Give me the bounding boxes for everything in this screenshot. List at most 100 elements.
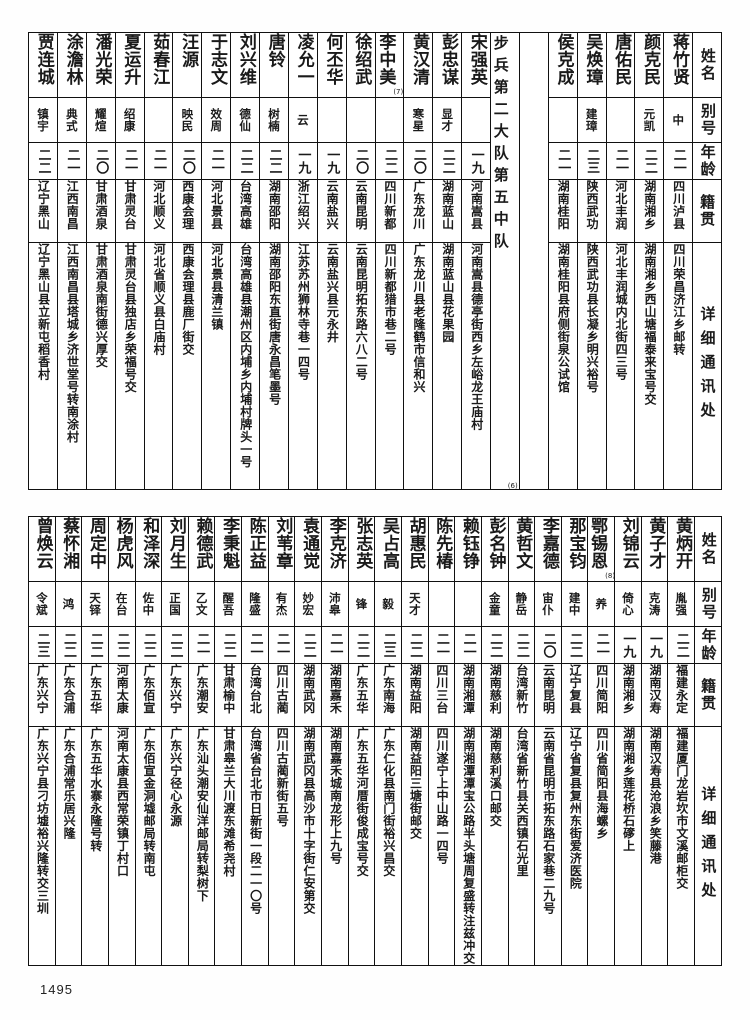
name-text: 吴焕璋 [582, 33, 603, 86]
cell-age: 二〇 [172, 142, 203, 180]
cell-native: 广东五华 [347, 663, 376, 727]
cell-address: 甘肃灵台县独店乡荣福号交 [114, 242, 145, 490]
name-text: 潘光荣 [91, 33, 112, 86]
cell-name: 吴焕璋 [576, 32, 607, 98]
unit-label: 步兵第二大队第五中队 [491, 35, 510, 255]
age-text: 一九 [468, 148, 484, 174]
cell-native: 广东佰宣 [134, 663, 163, 727]
native-text: 河北丰润 [613, 180, 628, 230]
address-text: 四川古蔺新街五号 [275, 727, 290, 827]
age-text: 二〇 [410, 148, 426, 174]
age-text: 二三 [584, 148, 600, 174]
address-text: 辽宁省复县复州东街爱济医院 [568, 727, 583, 890]
name-text: 刘兴维 [235, 33, 256, 86]
cell-name: 于志文 [201, 32, 232, 98]
name-text: 鄂锡恩 [588, 517, 608, 570]
cell-native: 四川泸县 [663, 179, 694, 243]
cell-alias: 妙宏 [294, 581, 323, 627]
cell-age: 二二 [634, 142, 665, 180]
row-header-alias: 别号 [692, 97, 722, 143]
cell-age: 二二 [54, 626, 83, 664]
native-text: 云南昆明 [541, 664, 556, 714]
row-header-age: 年龄 [692, 142, 722, 180]
age-text: 二二 [487, 632, 503, 658]
address-text: 四川省简阳县海螺乡 [594, 727, 609, 840]
native-text: 辽宁复县 [568, 664, 583, 714]
cell-name: 黄炳开 [667, 516, 696, 582]
age-text: 二二 [300, 632, 316, 658]
alias-text: 中 [671, 114, 686, 126]
cell-name: 蔡怀湘 [54, 516, 83, 582]
cell-name: 黄子才 [640, 516, 669, 582]
cell-address: 广东兴宁县刁坊墟裕兴隆转交三圳 [28, 726, 56, 966]
native-text: 河北顺义 [151, 180, 166, 230]
row-header-label: 详细通讯处 [698, 306, 717, 426]
cell-address: 四川荣昌济江乡邮转 [663, 242, 694, 490]
cell-age: 二一 [587, 626, 616, 664]
name-text: 李克济 [325, 517, 346, 570]
cell-name: 张志英 [347, 516, 376, 582]
cell-age: 二二 [81, 626, 109, 664]
row-header-name: 姓名 [694, 516, 722, 582]
roster-table: 曾焕云 蔡怀湘 周定中 杨虎风 和泽深 刘月生 赖德武 李秉魁 陈正益 刘苇章 袁通觉 李克济 张志英吴… [28, 516, 722, 966]
address-text: 广东仁化县南门街裕兴昌交 [381, 727, 396, 877]
cell-native: 河南嵩县 [461, 179, 491, 243]
address-text: 湖南邵阳东直街唐永昌笔墨号 [267, 243, 282, 406]
row-header-label: 别号 [698, 103, 717, 137]
cell-native: 江西南昌 [56, 179, 87, 243]
cell-native: 广东龙川 [403, 179, 434, 243]
alias-text: 树楠 [266, 108, 281, 132]
age-text: 二一 [612, 148, 628, 174]
cell-age: 二一 [187, 626, 216, 664]
row-header-label: 姓名 [699, 532, 718, 566]
row-header-age: 年龄 [694, 626, 722, 664]
address-text: 广东兴宁径心永源 [168, 727, 183, 827]
name-text: 唐铃 [264, 33, 285, 68]
address-text: 四川遂宁上中山路一四号 [435, 727, 450, 865]
cell-name: 侯克成 [547, 32, 578, 98]
cell-name: 黄哲文 [507, 516, 536, 582]
cell-age: 二一 [547, 142, 578, 180]
table-row-age: 二二 二一 二〇 二一 二一 二〇 二一 二二 二二 一九 一九 二〇 二二 二〇 二二 一九 二一 二三 二一 二二… [28, 142, 722, 180]
cell-name: 蒋竹贤 [663, 32, 694, 98]
cell-age: 二二 [400, 626, 429, 664]
address-text: 湖南汉寿县沧浪乡笑藤港 [648, 727, 663, 865]
cell-address: 广东仁化县南门街裕兴昌交 [374, 726, 402, 966]
cell-address: 湖南慈利溪口邮交 [480, 726, 509, 966]
name-text: 陈先椿 [432, 517, 453, 570]
roster-table-bottom: 曾焕云 蔡怀湘 周定中 杨虎风 和泽深 刘月生 赖德武 李秉魁 陈正益 刘苇章 袁通觉 李克济 张志英吴… [28, 516, 722, 966]
address-text: 湖南湘乡莲花桥石䃎上 [621, 727, 636, 852]
age-text: 一九 [620, 632, 636, 658]
cell-address: 西康会理县鹿厂街交 [172, 242, 203, 490]
name-text: 汪源 [178, 33, 199, 68]
address-text: 台湾高雄县潮州区内埔乡内埔村牌头一号 [238, 243, 253, 468]
cell-age: 二〇 [403, 142, 434, 180]
cell-native: 台湾新竹 [507, 663, 536, 727]
cell-native: 湖南慈利 [480, 663, 509, 727]
cell-age: 二二 [161, 626, 189, 664]
age-text: 二二 [167, 632, 183, 658]
age-text: 一九 [647, 632, 663, 658]
alias-text: 正国 [168, 592, 183, 616]
native-text: 四川简阳 [594, 664, 609, 714]
cell-address: 台湾省新竹县关西镇石光里 [507, 726, 536, 966]
cell-alias: 令斌 [28, 581, 56, 627]
row-header-native: 籍贯 [694, 663, 722, 727]
native-text: 陕西武功 [585, 180, 600, 230]
address-text: 湖南慈利溪口邮交 [488, 727, 503, 827]
row-header-name: 姓名 [692, 32, 722, 98]
cell-address: 甘肃皋兰大川渡东滩希尧村 [214, 726, 243, 966]
cell-age: 二二 [294, 626, 323, 664]
cell-name: 陈正益 [241, 516, 269, 582]
alias-text: 静岳 [514, 592, 529, 616]
cell-name: 刘苇章 [267, 516, 296, 582]
age-text: 二二 [237, 148, 253, 174]
cell-native: 湖南汉寿 [640, 663, 669, 727]
table-row-native: 辽宁黑山 江西南昌 甘肃酒泉 甘肃灵台 河北顺义 西康会理 河北景县 台湾高雄 湖南邵阳 浙江绍兴… [28, 179, 722, 243]
age-text: 二一 [194, 632, 210, 658]
address-text: 河南太康县西常荣镇丁村口 [115, 727, 130, 877]
address-text: 湖南益阳三塘街邮交 [408, 727, 423, 840]
age-text: 二〇 [93, 148, 109, 174]
name-text: 刘锦云 [618, 517, 639, 570]
cell-native: 四川三台 [427, 663, 456, 727]
